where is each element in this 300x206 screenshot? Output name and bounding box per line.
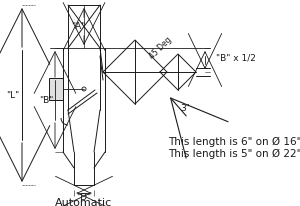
Text: 45 Deg: 45 Deg: [148, 35, 174, 61]
Text: "A": "A": [71, 21, 85, 30]
Circle shape: [82, 87, 86, 91]
Bar: [49, 78, 63, 100]
Text: 3": 3": [180, 103, 190, 112]
Text: "B" x 1/2: "B" x 1/2: [216, 54, 256, 62]
Text: This length is 5" on Ø 22": This length is 5" on Ø 22": [168, 149, 300, 159]
Text: Automatic: Automatic: [56, 198, 112, 206]
Text: "B": "B": [39, 96, 53, 104]
Text: This length is 6" on Ø 16": This length is 6" on Ø 16": [168, 137, 300, 147]
Text: "L": "L": [6, 90, 20, 99]
Text: "D": "D": [76, 192, 92, 201]
